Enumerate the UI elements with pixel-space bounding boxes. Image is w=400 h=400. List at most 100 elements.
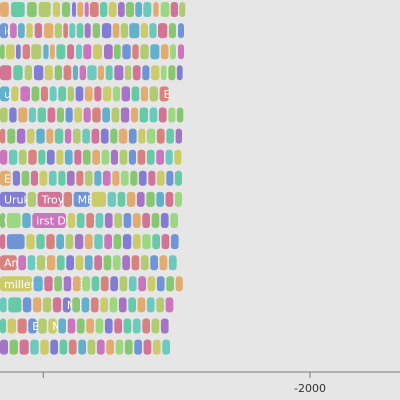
period-bar[interactable] [76, 213, 85, 228]
period-bar[interactable] [168, 107, 176, 123]
period-bar[interactable] [77, 2, 84, 17]
period-bar[interactable] [143, 2, 152, 17]
period-bar[interactable] [178, 23, 184, 39]
period-bar[interactable] [20, 86, 30, 102]
period-bar[interactable] [34, 65, 44, 81]
period-bar[interactable] [107, 191, 116, 207]
period-bar[interactable] [158, 23, 168, 39]
period-bar[interactable] [10, 23, 17, 39]
period-bar[interactable] [0, 149, 8, 165]
period-bar[interactable] [123, 213, 132, 228]
period-bar[interactable] [160, 213, 169, 228]
period-bar[interactable] [66, 255, 74, 271]
period-bar[interactable] [178, 44, 184, 60]
period-bar[interactable] [138, 128, 146, 144]
period-bar[interactable] [140, 23, 148, 39]
period-bar[interactable] [67, 44, 74, 60]
period-bar[interactable] [58, 318, 66, 334]
period-bar[interactable] [104, 318, 113, 334]
period-bar[interactable] [122, 44, 131, 60]
period-bar[interactable] [104, 234, 112, 250]
period-bar[interactable] [103, 255, 112, 271]
period-bar[interactable] [165, 297, 174, 313]
period-bar[interactable] [36, 234, 45, 250]
period-bar[interactable] [32, 213, 66, 228]
period-bar[interactable] [122, 255, 130, 271]
period-bar[interactable] [160, 2, 170, 17]
period-bar[interactable] [30, 339, 39, 355]
period-bar[interactable] [22, 44, 30, 60]
period-bar[interactable] [74, 149, 82, 165]
period-bar[interactable] [47, 107, 56, 123]
period-bar[interactable] [121, 86, 130, 102]
period-bar[interactable] [0, 2, 9, 17]
period-bar[interactable] [56, 149, 64, 165]
period-bar[interactable] [159, 86, 169, 102]
period-bar[interactable] [54, 128, 64, 144]
period-bar[interactable] [109, 297, 118, 313]
period-bar[interactable] [142, 234, 151, 250]
period-bar[interactable] [67, 318, 76, 334]
period-bar[interactable] [95, 318, 104, 334]
period-bar[interactable] [138, 170, 147, 186]
period-bar[interactable] [165, 191, 174, 207]
period-bar[interactable] [67, 86, 74, 102]
period-bar[interactable] [138, 276, 146, 292]
period-bar[interactable] [72, 276, 81, 292]
period-bar[interactable] [91, 128, 100, 144]
period-bar[interactable] [104, 213, 113, 228]
period-bar[interactable] [140, 86, 148, 102]
period-bar[interactable] [27, 255, 36, 271]
period-bar[interactable] [104, 44, 113, 60]
period-bar[interactable] [156, 170, 165, 186]
period-bar[interactable] [72, 297, 80, 313]
period-bar[interactable] [160, 318, 169, 334]
period-bar[interactable] [31, 44, 42, 60]
period-bar[interactable] [102, 86, 112, 102]
period-bar[interactable] [40, 86, 48, 102]
period-bar[interactable] [149, 86, 158, 102]
period-bar[interactable] [0, 44, 5, 60]
period-bar[interactable] [136, 191, 145, 207]
period-bar[interactable] [38, 2, 51, 17]
period-bar[interactable] [86, 213, 94, 228]
period-bar[interactable] [160, 65, 167, 81]
period-bar[interactable] [151, 65, 160, 81]
period-bar[interactable] [132, 44, 139, 60]
period-bar[interactable] [54, 276, 62, 292]
period-bar[interactable] [27, 2, 37, 17]
period-bar[interactable] [150, 44, 160, 60]
period-bar[interactable] [74, 107, 82, 123]
period-bar[interactable] [44, 65, 53, 81]
period-bar[interactable] [146, 128, 156, 144]
period-bar[interactable] [129, 23, 140, 39]
period-bar[interactable] [78, 339, 86, 355]
period-bar[interactable] [158, 107, 167, 123]
period-bar[interactable] [84, 86, 93, 102]
period-bar[interactable] [65, 107, 73, 123]
period-bar[interactable] [76, 318, 85, 334]
period-bar[interactable] [114, 44, 121, 60]
period-bar[interactable] [118, 2, 125, 17]
period-bar[interactable] [131, 255, 140, 271]
period-bar[interactable] [137, 297, 146, 313]
period-bar[interactable] [52, 2, 60, 17]
period-bar[interactable] [151, 213, 160, 228]
period-bar[interactable] [7, 128, 16, 144]
period-bar[interactable] [159, 255, 168, 271]
period-bar[interactable] [0, 191, 26, 207]
period-bar[interactable] [56, 107, 64, 123]
period-bar[interactable] [0, 255, 17, 271]
period-bar[interactable] [42, 297, 52, 313]
period-bar[interactable] [81, 297, 90, 313]
period-bar[interactable] [66, 170, 75, 186]
period-bar[interactable] [90, 297, 99, 313]
period-bar[interactable] [82, 276, 90, 292]
period-bar[interactable] [0, 86, 10, 102]
period-bar[interactable] [6, 234, 25, 250]
period-bar[interactable] [137, 149, 146, 165]
period-bar[interactable] [117, 191, 126, 207]
period-bar[interactable] [142, 213, 150, 228]
period-bar[interactable] [123, 318, 132, 334]
period-bar[interactable] [153, 2, 159, 17]
